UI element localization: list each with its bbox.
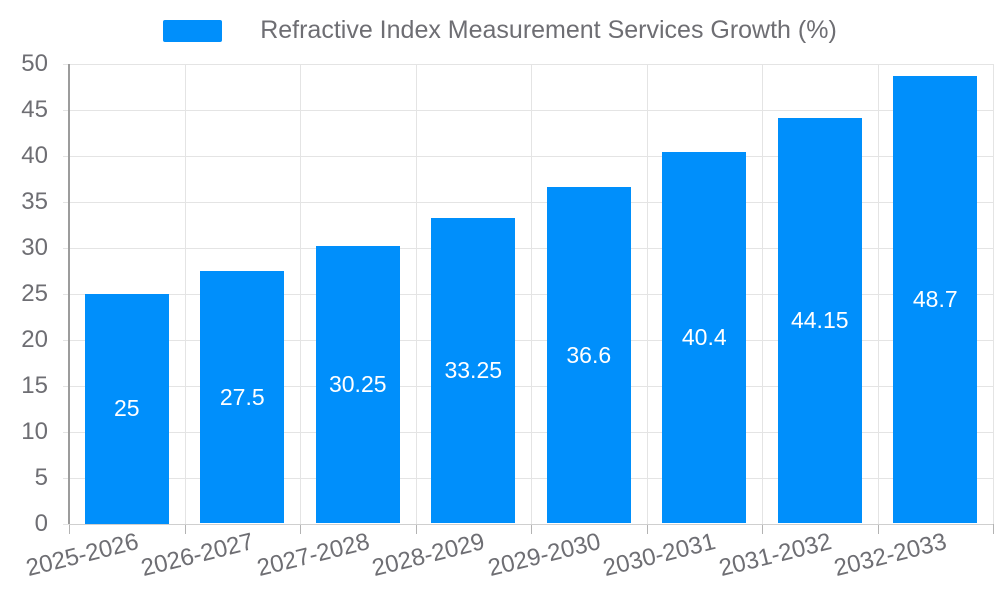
y-axis-tick-label: 45	[21, 95, 48, 123]
legend-marker-swatch[interactable]	[163, 19, 223, 42]
y-axis-line	[68, 64, 70, 524]
x-gridline	[184, 64, 186, 524]
x-axis-tick-mark	[762, 523, 763, 534]
y-axis-tick-label: 50	[21, 50, 48, 77]
y-gridline	[63, 247, 993, 249]
bar-value-label: 27.5	[219, 383, 265, 410]
x-axis-line	[69, 523, 993, 525]
x-axis-tick-mark	[415, 523, 417, 534]
bar-value-label: 48.7	[912, 286, 958, 313]
bar[interactable]: 25	[84, 293, 169, 524]
bar-value-label: 44.15	[790, 307, 849, 334]
y-axis-tick-label: 35	[21, 187, 48, 215]
bar[interactable]: 48.7	[893, 75, 978, 524]
x-axis-tick-mark	[877, 523, 879, 534]
bar-value-label: 36.6	[566, 341, 612, 368]
y-axis-tick-label: 25	[21, 279, 48, 307]
y-gridline	[63, 201, 993, 203]
x-gridline	[300, 64, 301, 524]
x-gridline	[415, 64, 417, 524]
x-axis-tick-mark	[69, 523, 70, 534]
bar[interactable]: 44.15	[777, 117, 862, 524]
y-tick-mark	[63, 523, 69, 525]
y-axis-tick-label: 40	[21, 141, 48, 169]
bar[interactable]: 27.5	[200, 270, 285, 524]
x-axis-tick-mark	[993, 523, 994, 534]
x-axis-tick-mark	[531, 523, 532, 534]
y-axis-tick-label: 15	[21, 371, 48, 399]
y-gridline	[63, 109, 993, 111]
bar[interactable]: 33.25	[431, 217, 516, 524]
bar-value-label: 40.4	[681, 324, 727, 351]
x-gridline	[877, 64, 879, 524]
y-axis-tick-label: 10	[21, 417, 48, 445]
bar-value-label: 30.25	[328, 370, 387, 397]
y-gridline	[63, 477, 993, 479]
bar-value-label: 25	[113, 395, 140, 422]
y-axis-tick-label: 0	[34, 509, 48, 537]
y-gridline	[63, 385, 993, 387]
x-gridline	[993, 64, 994, 524]
bar[interactable]: 36.6	[546, 187, 631, 524]
legend-series-label: Refractive Index Measurement Services Gr…	[260, 16, 837, 44]
x-gridline	[646, 64, 648, 524]
bar-value-label: 33.25	[444, 357, 503, 384]
x-gridline	[531, 64, 532, 524]
y-axis-tick-label: 20	[21, 325, 48, 353]
y-gridline	[63, 339, 993, 341]
y-axis-tick-label: 30	[21, 233, 48, 261]
y-gridline	[63, 155, 993, 157]
legend[interactable]: Refractive Index Measurement Services Gr…	[0, 16, 1000, 45]
x-axis-tick-mark	[184, 523, 186, 534]
x-axis-tick-mark	[300, 523, 301, 534]
bar[interactable]: 30.25	[315, 245, 400, 524]
y-gridline	[63, 431, 993, 433]
bar[interactable]: 40.4	[662, 152, 747, 524]
x-axis-tick-mark	[646, 523, 648, 534]
y-axis-tick-label: 5	[34, 463, 48, 491]
y-gridline	[63, 293, 993, 295]
y-gridline	[63, 64, 993, 65]
x-gridline	[762, 64, 763, 524]
